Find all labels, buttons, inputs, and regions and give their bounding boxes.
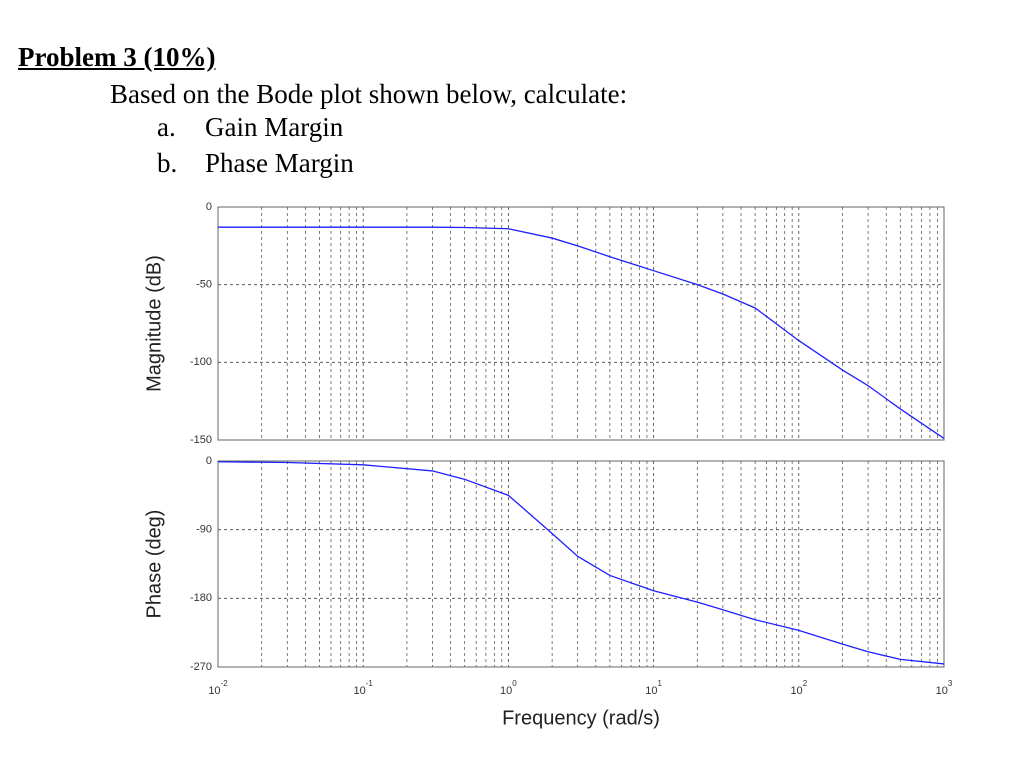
y-tick-label: -150 [190,434,212,446]
intro: Based on the Bode plot shown below, calc… [110,79,628,109]
data-line [218,226,945,439]
x-tick-label: 10-1 [354,679,374,697]
y-tick-label: 0 [206,201,212,213]
y-tick-label: -50 [196,279,212,291]
x-tick-label: 101 [645,679,662,697]
x-axis-label: Frequency (rad/s) [502,707,660,729]
data-line [217,461,945,665]
y-axis-label: Magnitude (dB) [143,255,165,392]
x-tick-label: 100 [500,679,517,697]
plot-area [218,207,944,440]
plot-frame [217,460,945,668]
x-tick-label: 103 [936,679,953,697]
item-marker: a. [157,112,176,142]
x-tick-label: 102 [790,679,807,697]
y-axis-label: Phase (deg) [143,510,165,619]
y-tick-label: 0 [206,455,212,467]
x-tick-label: 10-2 [208,679,228,697]
problem-text: Problem 3 (10%) Based on the Bode plot s… [0,0,1024,200]
item-text: Gain Margin [205,112,344,142]
heading: Problem 3 (10%) [18,42,216,72]
y-tick-label: -180 [190,592,212,604]
item-marker: b. [157,148,178,178]
y-tick-label: -270 [190,661,212,673]
y-tick-label: -100 [190,356,212,368]
item-text: Phase Margin [205,148,354,178]
plot-area [218,461,944,667]
y-tick-label: -90 [196,524,212,536]
plot-frame [217,206,945,441]
